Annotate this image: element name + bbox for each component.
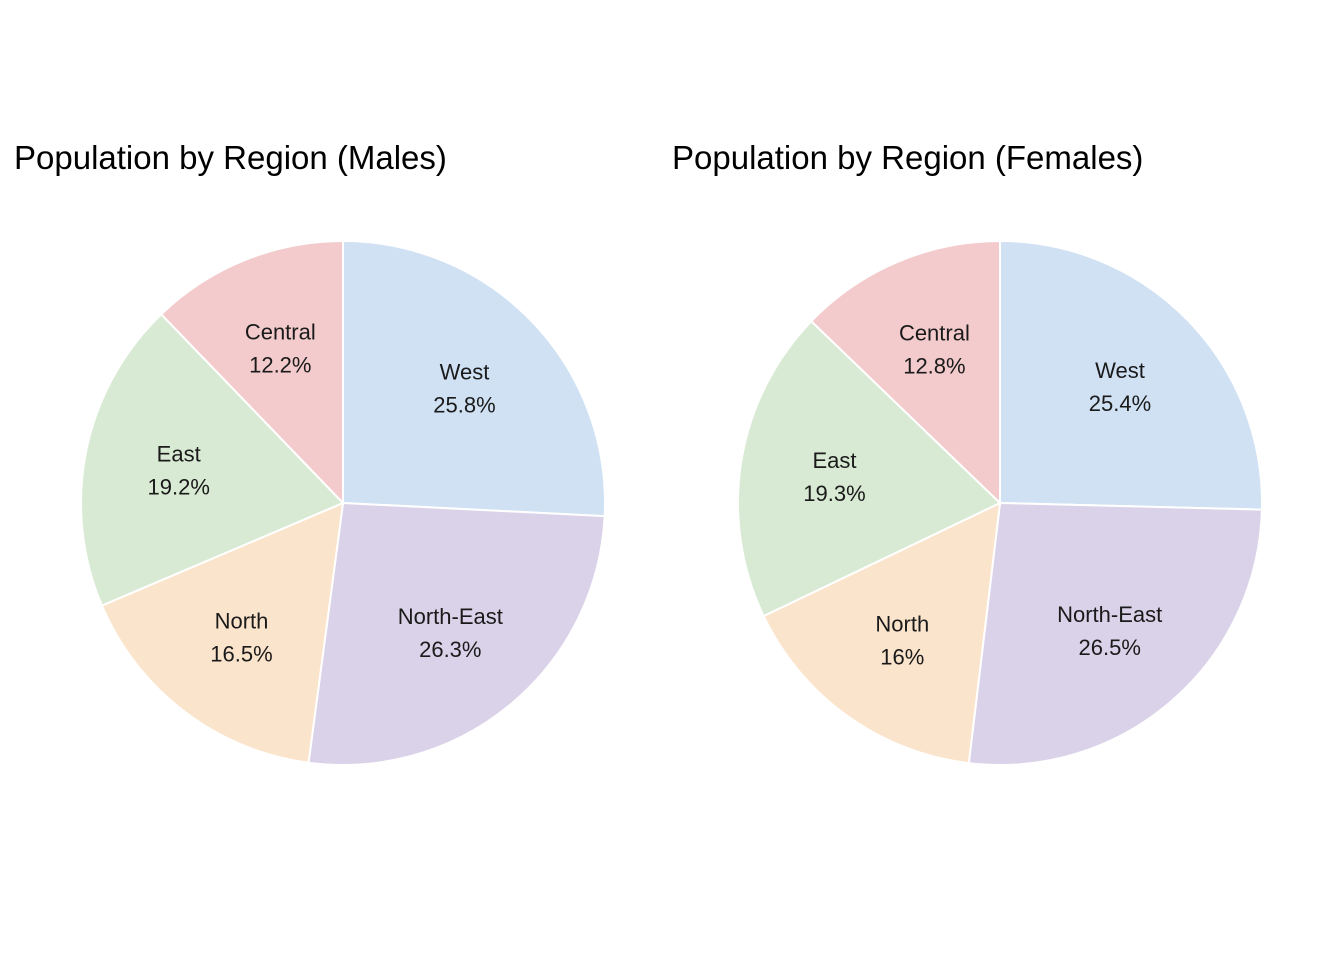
pie-slice-west [342, 239, 607, 518]
slice-label-west: West [440, 359, 490, 384]
pie-slice-central [159, 239, 344, 506]
slice-value-north: 16.5% [210, 642, 272, 667]
pie-slice-north-east [967, 501, 1263, 766]
slice-label-north-east: North-East [1057, 602, 1162, 627]
slice-value-east: 19.3% [803, 481, 865, 506]
slice-value-central: 12.8% [903, 354, 965, 379]
slice-label-east: East [812, 448, 856, 473]
pie-slice-north [762, 501, 1002, 765]
slice-value-east: 19.2% [148, 475, 210, 500]
pie-labels-males: West 25.8% North-East 26.3% North 16.5% East 19… [148, 320, 503, 667]
slice-label-west: West [1095, 358, 1145, 383]
slice-label-north: North [215, 609, 269, 634]
slice-value-north-east: 26.5% [1079, 635, 1141, 660]
pie-slice-east [80, 312, 345, 607]
chart-title-females: Population by Region (Females) [672, 139, 1143, 176]
slice-label-north-east: North-East [398, 604, 503, 629]
pie-chart-males: Population by Region (Males) West 25.8% No… [14, 139, 607, 766]
slice-label-north: North [875, 611, 929, 636]
slice-value-north: 16% [880, 644, 924, 669]
chart-title-males: Population by Region (Males) [14, 139, 447, 176]
slice-label-east: East [157, 442, 201, 467]
slice-value-west: 25.8% [433, 392, 495, 417]
slice-label-central: Central [899, 321, 970, 346]
pie-slice-north-east [307, 501, 606, 766]
slice-value-central: 12.2% [249, 353, 311, 378]
pie-chart-females: Population by Region (Females) West 25.4%… [672, 139, 1263, 766]
pie-slice-north [100, 501, 345, 764]
pie-slice-east [737, 319, 1002, 618]
pie-slices-females [737, 239, 1263, 766]
pie-slice-west [999, 239, 1263, 511]
pie-slice-central [809, 239, 1001, 506]
slice-value-west: 25.4% [1089, 391, 1151, 416]
pie-labels-females: West 25.4% North-East 26.5% North 16% East 19.3… [803, 321, 1162, 670]
pie-slices-males [80, 239, 607, 766]
slice-label-central: Central [245, 320, 316, 345]
slice-value-north-east: 26.3% [419, 637, 481, 662]
